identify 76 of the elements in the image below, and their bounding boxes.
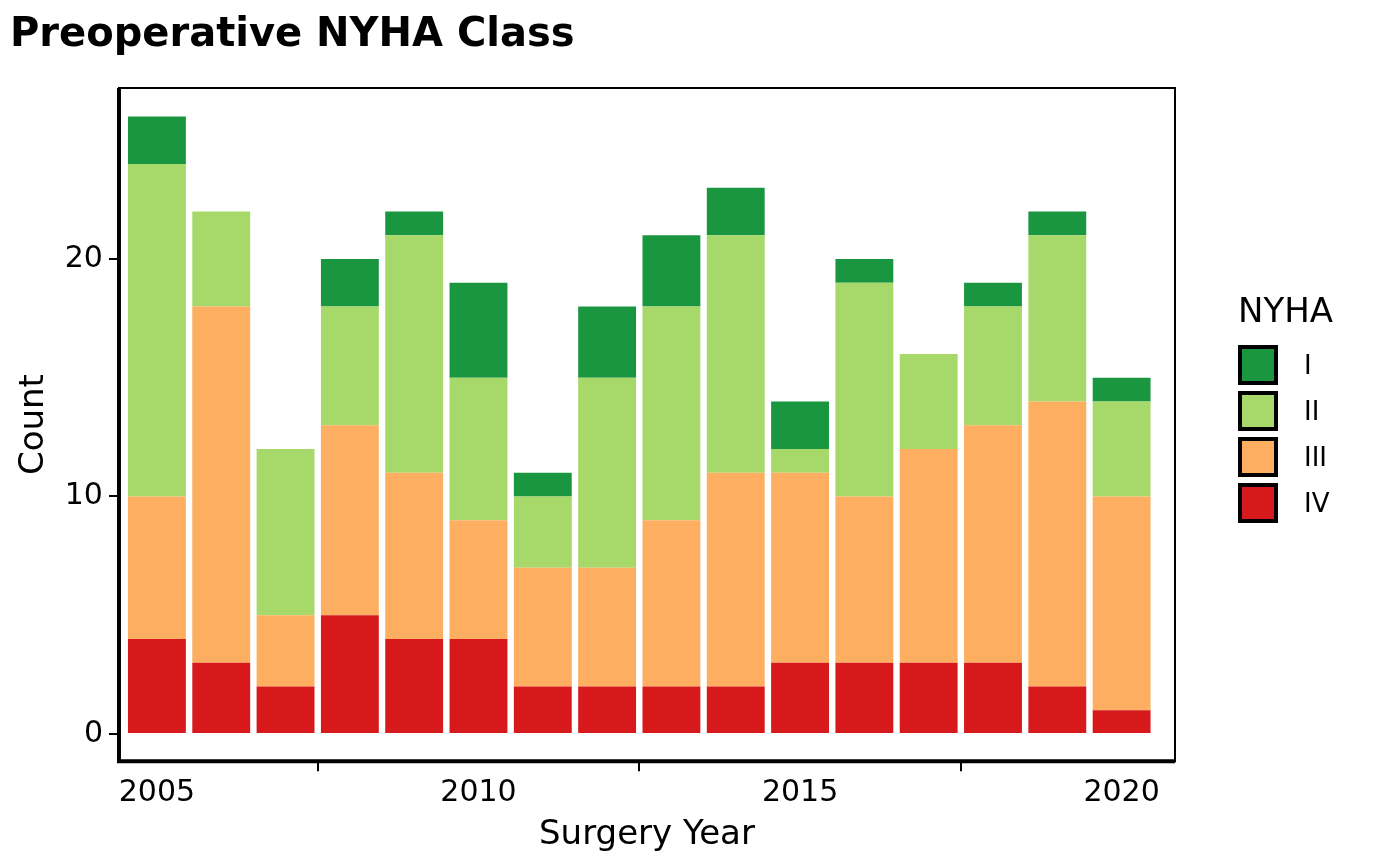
bar bbox=[835, 282, 894, 497]
bar bbox=[964, 662, 1022, 733]
bar bbox=[964, 306, 1022, 426]
bar bbox=[127, 638, 186, 733]
bar bbox=[642, 235, 701, 307]
bar bbox=[835, 662, 894, 733]
bar bbox=[578, 567, 637, 687]
bar bbox=[578, 377, 637, 568]
bar bbox=[642, 306, 701, 521]
bar bbox=[192, 306, 251, 663]
bar bbox=[706, 472, 765, 687]
bar bbox=[1092, 401, 1151, 497]
bar bbox=[899, 448, 958, 663]
y-tick-label: 20 bbox=[64, 238, 103, 274]
bar bbox=[385, 235, 444, 473]
bar bbox=[1092, 377, 1151, 402]
bar bbox=[513, 686, 572, 733]
bar bbox=[899, 353, 958, 449]
bar bbox=[1092, 710, 1151, 733]
bar bbox=[1028, 686, 1087, 733]
x-tick-label: 2020 bbox=[1083, 773, 1160, 808]
y-axis-title: Count bbox=[11, 374, 52, 476]
bar bbox=[320, 615, 379, 733]
bar bbox=[385, 638, 444, 733]
bar bbox=[578, 686, 637, 733]
bar bbox=[192, 211, 251, 307]
bar bbox=[1092, 496, 1151, 711]
bar bbox=[127, 116, 186, 164]
x-tick-label: 2010 bbox=[440, 773, 517, 808]
bar bbox=[706, 686, 765, 733]
bar bbox=[706, 187, 765, 236]
legend-label: III bbox=[1304, 442, 1328, 472]
bar bbox=[642, 520, 701, 687]
legend-label: IV bbox=[1304, 488, 1330, 518]
bar bbox=[449, 520, 508, 639]
bar bbox=[513, 472, 572, 497]
bar bbox=[513, 496, 572, 568]
bar bbox=[385, 211, 444, 236]
bar bbox=[771, 401, 829, 449]
bar bbox=[642, 686, 701, 733]
bar bbox=[320, 306, 379, 426]
bar bbox=[256, 686, 315, 733]
legend-title: NYHA bbox=[1238, 290, 1334, 330]
bar bbox=[771, 448, 829, 473]
bar bbox=[256, 615, 315, 687]
y-tick-label: 10 bbox=[64, 476, 103, 512]
bar bbox=[578, 306, 637, 378]
bar bbox=[449, 638, 508, 733]
x-tick-label: 2015 bbox=[761, 773, 839, 808]
bar bbox=[964, 282, 1022, 307]
bar bbox=[771, 472, 829, 663]
legend-label: I bbox=[1304, 350, 1312, 380]
bar bbox=[964, 425, 1022, 663]
bar bbox=[771, 662, 829, 733]
y-tick-label: 0 bbox=[83, 713, 103, 749]
bar bbox=[127, 496, 186, 639]
bar bbox=[127, 163, 186, 497]
bar bbox=[1028, 401, 1087, 687]
bar bbox=[385, 472, 444, 639]
bar bbox=[513, 567, 572, 687]
bar bbox=[449, 377, 508, 521]
bar bbox=[320, 258, 379, 307]
bar bbox=[706, 235, 765, 473]
x-tick-label: 2005 bbox=[118, 773, 196, 808]
x-axis-title: Surgery Year bbox=[539, 812, 755, 853]
bar bbox=[192, 662, 251, 733]
chart-title: Preoperative NYHA Class bbox=[10, 9, 575, 56]
bar bbox=[256, 448, 315, 616]
bar bbox=[899, 662, 958, 733]
bar bbox=[1028, 211, 1087, 236]
bar bbox=[835, 496, 894, 663]
bar bbox=[835, 258, 894, 283]
legend-label: II bbox=[1304, 396, 1320, 426]
bar bbox=[320, 425, 379, 616]
bar bbox=[1028, 235, 1087, 402]
bar bbox=[449, 282, 508, 378]
